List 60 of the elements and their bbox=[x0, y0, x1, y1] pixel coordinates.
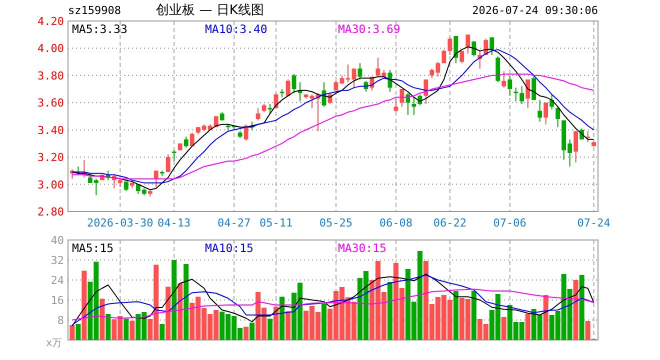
y-tick-label: 4.20 bbox=[38, 15, 64, 28]
x-tick-label: 07-06 bbox=[493, 216, 526, 230]
y-tick-label: 3.20 bbox=[38, 151, 64, 164]
y-tick-label: 8 bbox=[57, 314, 64, 327]
bar bbox=[280, 296, 285, 340]
bar bbox=[322, 304, 327, 340]
y-axis-title: x万 bbox=[46, 338, 62, 349]
y-tick-label: 16 bbox=[50, 294, 64, 307]
text: MA30:15 bbox=[338, 241, 386, 255]
bar bbox=[124, 318, 129, 340]
bar bbox=[100, 298, 105, 340]
bar bbox=[160, 324, 165, 340]
bar bbox=[178, 283, 183, 340]
x-tick-label: 04-27 bbox=[218, 216, 251, 230]
bar bbox=[274, 306, 279, 340]
text: MA30:3.69 bbox=[338, 22, 400, 36]
bar bbox=[525, 314, 530, 340]
chart-subtitle: sz159908 bbox=[68, 4, 121, 17]
x-tick-label: 2026-03-30 bbox=[87, 216, 154, 230]
bar bbox=[76, 324, 81, 340]
y-tick-label: 3.60 bbox=[38, 96, 64, 110]
y-tick-label: 4.00 bbox=[38, 42, 64, 56]
x-tick-label: 04-13 bbox=[158, 216, 191, 230]
bar bbox=[543, 295, 548, 340]
bar bbox=[453, 291, 458, 340]
y-tick-label: 2.80 bbox=[38, 206, 64, 218]
bar bbox=[387, 282, 392, 340]
bar bbox=[573, 280, 578, 340]
y-tick-label: 24 bbox=[50, 274, 64, 287]
line-series bbox=[72, 288, 594, 320]
bar bbox=[184, 264, 189, 340]
bar bbox=[501, 317, 506, 340]
x-tick-label: 07-24 bbox=[577, 216, 611, 230]
y-tick-label: 3.40 bbox=[38, 124, 64, 137]
y-tick-label: 3.80 bbox=[38, 69, 64, 82]
bar bbox=[172, 260, 177, 340]
text: MA5:15 bbox=[72, 241, 114, 255]
bar bbox=[82, 270, 87, 340]
bar bbox=[70, 325, 75, 340]
y-tick-label: 32 bbox=[50, 254, 64, 267]
bar bbox=[166, 286, 171, 340]
x-tick-label: 05-25 bbox=[319, 216, 353, 230]
bar bbox=[579, 275, 584, 340]
bar bbox=[471, 291, 476, 340]
bar bbox=[106, 314, 111, 340]
bar bbox=[244, 326, 249, 340]
bar bbox=[286, 311, 291, 340]
text: MA5:3.33 bbox=[72, 22, 128, 36]
y-tick-label: 40 bbox=[50, 234, 64, 247]
text: MA10:15 bbox=[205, 241, 254, 255]
x-tick-label: 06-22 bbox=[433, 216, 466, 230]
bar bbox=[250, 322, 255, 340]
chart-title: 创业板 — 日K线图 bbox=[156, 3, 264, 18]
text: 2026-07-24 09:30:06 bbox=[472, 4, 598, 17]
y-tick-label: 3.00 bbox=[38, 178, 64, 192]
x-tick-label: 05-11 bbox=[259, 216, 293, 230]
bar bbox=[130, 320, 135, 340]
bar bbox=[268, 318, 273, 340]
x-tick-label: 06-08 bbox=[379, 216, 413, 230]
text: MA10:3.40 bbox=[205, 22, 268, 36]
